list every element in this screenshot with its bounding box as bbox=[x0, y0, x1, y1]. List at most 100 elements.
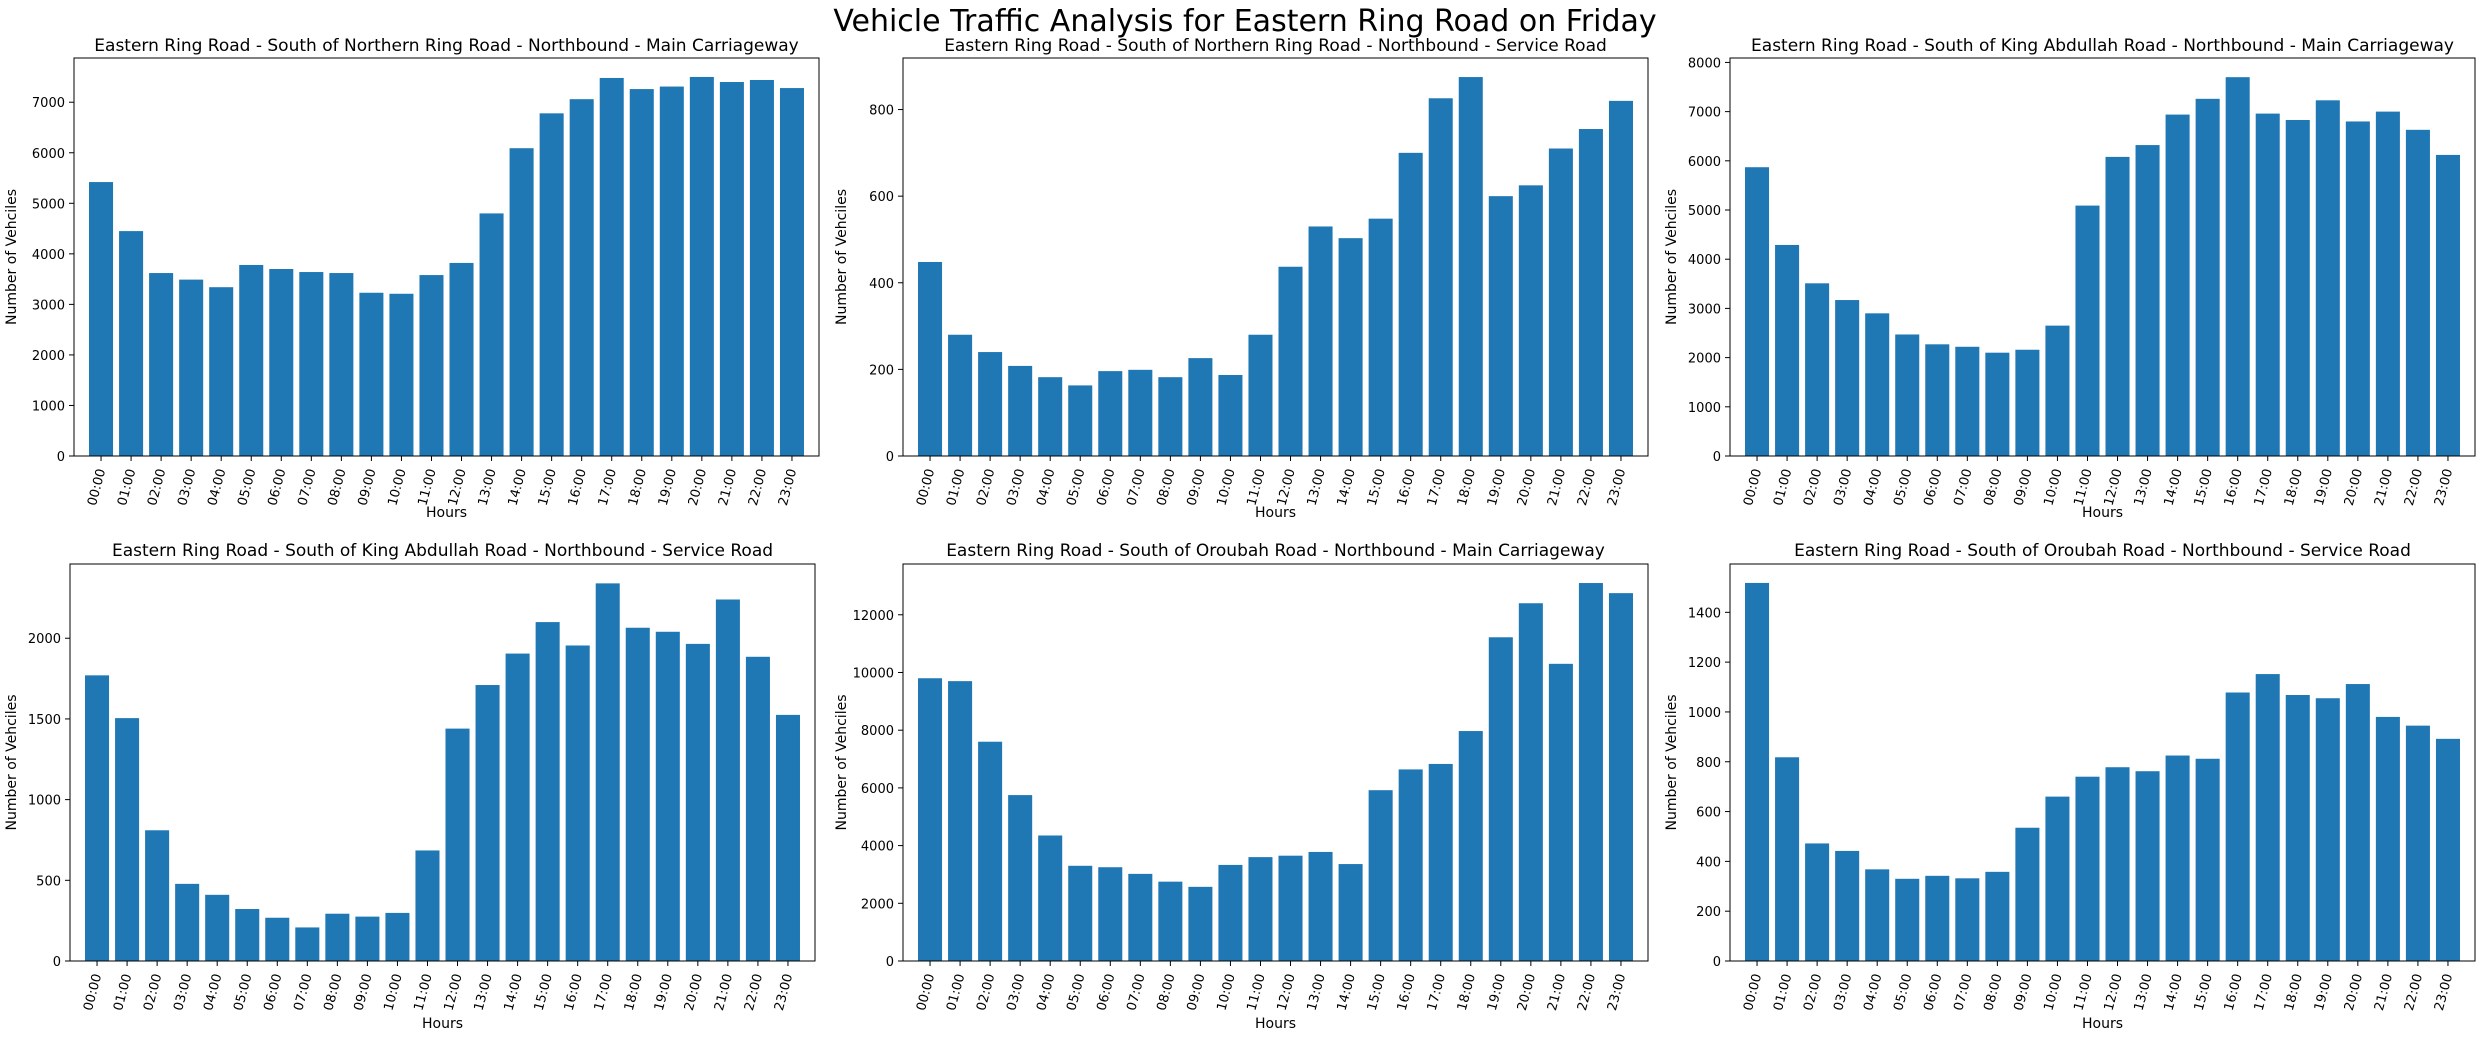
bar-07:00 bbox=[1128, 873, 1153, 961]
bar-19:00 bbox=[2315, 100, 2340, 456]
x-tick-label: 11:00 bbox=[1245, 972, 1269, 1012]
x-tick-label: 23:00 bbox=[772, 972, 796, 1012]
x-tick-label: 16:00 bbox=[562, 972, 586, 1012]
x-tick-label: 07:00 bbox=[1124, 467, 1148, 507]
x-tick-label: 02:00 bbox=[141, 972, 165, 1012]
bar-09:00 bbox=[1188, 358, 1213, 456]
y-axis-label: Number of Vehciles bbox=[4, 189, 20, 325]
bar-15:00 bbox=[2195, 98, 2220, 456]
bar-06:00 bbox=[1098, 867, 1123, 961]
chart-0: Eastern Ring Road - South of Northern Ri… bbox=[4, 36, 820, 520]
x-tick-label: 03:00 bbox=[1831, 467, 1855, 507]
bar-18:00 bbox=[2285, 119, 2310, 457]
x-tick-label: 05:00 bbox=[1891, 467, 1915, 507]
x-axis-label: Hours bbox=[1255, 505, 1296, 520]
bar-18:00 bbox=[1458, 731, 1483, 961]
bar-17:00 bbox=[1428, 763, 1453, 961]
bar-06:00 bbox=[265, 917, 290, 961]
x-tick-label: 16:00 bbox=[1395, 972, 1419, 1012]
bar-06:00 bbox=[1098, 371, 1123, 456]
x-tick-label: 04:00 bbox=[205, 467, 229, 507]
x-tick-label: 02:00 bbox=[1801, 972, 1825, 1012]
x-tick-label: 01:00 bbox=[944, 972, 968, 1012]
y-axis-label: Number of Vehciles bbox=[834, 695, 850, 831]
bar-00:00 bbox=[918, 678, 943, 961]
x-tick-label: 13:00 bbox=[1305, 467, 1329, 507]
bar-19:00 bbox=[2315, 698, 2340, 961]
y-tick-label: 3000 bbox=[32, 298, 65, 313]
bar-22:00 bbox=[749, 79, 774, 456]
bar-19:00 bbox=[1488, 196, 1513, 456]
axes-frame bbox=[902, 563, 1649, 962]
x-tick-label: 15:00 bbox=[1365, 467, 1389, 507]
bar-12:00 bbox=[2105, 767, 2130, 961]
bar-05:00 bbox=[239, 264, 264, 456]
x-tick-label: 00:00 bbox=[914, 972, 938, 1012]
x-tick-label: 18:00 bbox=[2282, 467, 2306, 507]
y-tick-label: 2000 bbox=[861, 897, 894, 912]
bar-04:00 bbox=[205, 894, 230, 961]
x-tick-label: 02:00 bbox=[974, 972, 998, 1012]
bar-23:00 bbox=[1608, 100, 1633, 457]
bar-23:00 bbox=[2435, 738, 2460, 961]
axes-frame bbox=[902, 57, 1649, 457]
y-tick-label: 600 bbox=[1696, 806, 1721, 821]
bar-21:00 bbox=[719, 82, 744, 456]
x-tick-label: 12:00 bbox=[1275, 467, 1299, 507]
bar-10:00 bbox=[1218, 864, 1243, 961]
bar-02:00 bbox=[1805, 283, 1830, 456]
x-tick-label: 14:00 bbox=[2162, 467, 2186, 507]
x-tick-label: 09:00 bbox=[1184, 972, 1208, 1012]
bar-13:00 bbox=[2135, 771, 2160, 961]
x-tick-label: 15:00 bbox=[532, 972, 556, 1012]
x-tick-label: 07:00 bbox=[1951, 972, 1975, 1012]
x-tick-label: 09:00 bbox=[2011, 467, 2035, 507]
x-tick-label: 17:00 bbox=[592, 972, 616, 1012]
y-tick-label: 6000 bbox=[1688, 155, 1721, 170]
bar-08:00 bbox=[1158, 881, 1183, 961]
bar-13:00 bbox=[479, 213, 504, 456]
x-tick-label: 17:00 bbox=[2252, 467, 2276, 507]
bar-04:00 bbox=[1038, 377, 1063, 456]
bar-14:00 bbox=[2165, 114, 2190, 456]
bar-03:00 bbox=[1008, 795, 1033, 961]
x-tick-label: 06:00 bbox=[1921, 972, 1945, 1012]
bar-06:00 bbox=[269, 269, 294, 456]
bar-14:00 bbox=[509, 148, 534, 456]
x-tick-label: 18:00 bbox=[1455, 467, 1479, 507]
y-tick-label: 8000 bbox=[1688, 56, 1721, 71]
bar-20:00 bbox=[689, 76, 714, 456]
y-tick-label: 6000 bbox=[861, 782, 894, 797]
bar-01:00 bbox=[1775, 244, 1800, 456]
bar-06:00 bbox=[1925, 875, 1950, 961]
x-axis-label: Hours bbox=[422, 1016, 463, 1032]
bar-11:00 bbox=[2075, 776, 2100, 961]
bar-00:00 bbox=[85, 675, 110, 961]
x-tick-label: 18:00 bbox=[1455, 972, 1479, 1012]
x-tick-label: 12:00 bbox=[1275, 972, 1299, 1012]
x-tick-label: 20:00 bbox=[2342, 972, 2366, 1012]
x-tick-label: 00:00 bbox=[1741, 467, 1765, 507]
x-tick-label: 19:00 bbox=[652, 972, 676, 1012]
y-tick-label: 6000 bbox=[32, 147, 65, 162]
y-tick-label: 0 bbox=[57, 450, 65, 465]
x-tick-label: 09:00 bbox=[351, 972, 375, 1012]
bar-23:00 bbox=[779, 88, 804, 456]
x-tick-label: 07:00 bbox=[1951, 467, 1975, 507]
x-tick-label: 11:00 bbox=[412, 972, 436, 1012]
x-tick-label: 14:00 bbox=[2162, 972, 2186, 1012]
x-tick-label: 15:00 bbox=[1365, 972, 1389, 1012]
x-tick-label: 20:00 bbox=[686, 467, 710, 507]
x-tick-label: 04:00 bbox=[1034, 467, 1058, 507]
bar-03:00 bbox=[1835, 300, 1860, 456]
x-tick-label: 14:00 bbox=[506, 467, 530, 507]
x-tick-label: 06:00 bbox=[265, 467, 289, 507]
bar-08:00 bbox=[1985, 352, 2010, 456]
x-tick-label: 08:00 bbox=[1981, 467, 2005, 507]
y-tick-label: 0 bbox=[886, 955, 894, 970]
x-tick-label: 12:00 bbox=[446, 467, 470, 507]
y-tick-label: 1200 bbox=[1688, 656, 1721, 671]
bar-10:00 bbox=[2045, 796, 2070, 961]
x-tick-label: 04:00 bbox=[1861, 972, 1885, 1012]
x-tick-label: 16:00 bbox=[2222, 972, 2246, 1012]
